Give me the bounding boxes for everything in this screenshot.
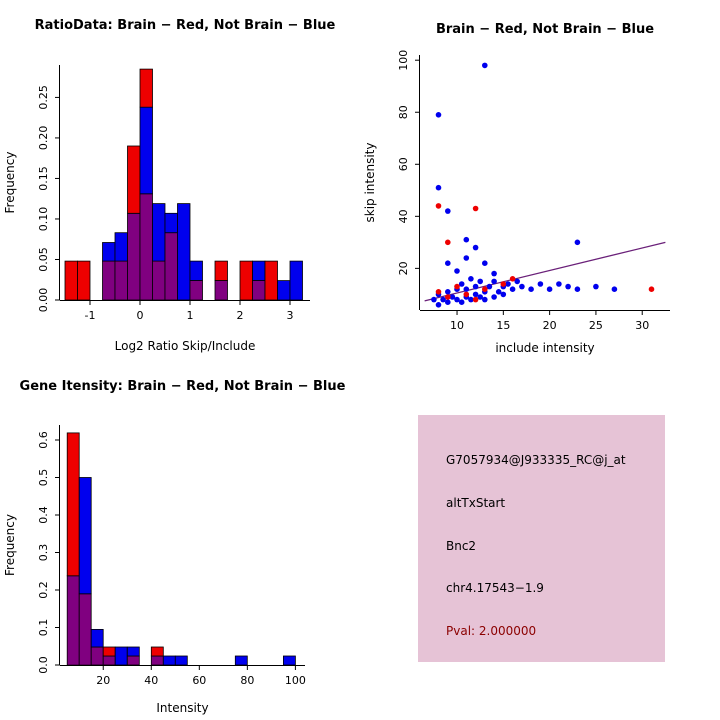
svg-text:0.20: 0.20 <box>37 126 50 151</box>
svg-text:25: 25 <box>589 319 603 332</box>
panel-intensity-scatter: 10 15 20 25 30 20 40 60 80 100 Brain − Red, Not Br… <box>360 0 720 360</box>
svg-text:60: 60 <box>397 157 410 171</box>
svg-text:0.10: 0.10 <box>37 207 50 232</box>
svg-text:20: 20 <box>397 261 410 275</box>
intensity-scatter-chart: 10 15 20 25 30 20 40 60 80 100 Brain − Red, Not Br… <box>363 22 670 355</box>
scatter-xlabel: include intensity <box>495 341 594 355</box>
svg-text:1: 1 <box>187 309 194 322</box>
scatter-axes: 10 15 20 25 30 20 40 60 80 100 <box>397 50 670 332</box>
info-line-event-type: altTxStart <box>446 495 506 510</box>
svg-text:40: 40 <box>397 209 410 223</box>
svg-text:0.05: 0.05 <box>37 247 50 272</box>
svg-text:100: 100 <box>397 50 410 71</box>
gene-intensity-histogram-chart: 20 40 60 80 100 0.0 0.1 0.2 0.3 0.4 0.5 0.6 Gene Ite… <box>3 379 346 715</box>
gene_hist-ylabel: Frequency <box>3 514 17 576</box>
regression-line <box>424 241 666 302</box>
ratio_hist-bars <box>64 68 303 301</box>
gene_hist-axes: 20 40 60 80 100 0.0 0.1 0.2 0.3 0.4 0.5 0.6 <box>37 425 306 687</box>
svg-text:-1: -1 <box>85 309 96 322</box>
scatter-title: Brain − Red, Not Brain − Blue <box>436 22 654 37</box>
svg-text:80: 80 <box>240 674 254 687</box>
svg-text:20: 20 <box>96 674 110 687</box>
svg-text:3: 3 <box>287 309 294 322</box>
svg-text:0.15: 0.15 <box>37 166 50 191</box>
svg-text:30: 30 <box>635 319 649 332</box>
svg-text:0.0: 0.0 <box>37 656 50 674</box>
svg-text:100: 100 <box>285 674 306 687</box>
gene_hist-bars <box>66 432 296 666</box>
info-line-gene-name: Bnc2 <box>446 538 477 553</box>
svg-text:0.3: 0.3 <box>37 544 50 562</box>
svg-text:0.2: 0.2 <box>37 581 50 599</box>
panel-gene-info: G7057934@J933335_RC@j_at altTxStart Bnc2… <box>360 360 720 720</box>
info-line-probe-id: G7057934@J933335_RC@j_at <box>446 453 626 467</box>
svg-text:10: 10 <box>450 319 464 332</box>
svg-text:0: 0 <box>137 309 144 322</box>
ratio-histogram-chart: -1 0 1 2 3 0.00 0.05 0.10 0.15 0.20 0.25 RatioData:… <box>3 18 336 353</box>
ratio_hist-axes: -1 0 1 2 3 0.00 0.05 0.10 0.15 0.20 0.25 <box>37 65 310 322</box>
info-line-pval: Pval: 2.000000 <box>446 624 537 638</box>
svg-text:0.6: 0.6 <box>37 431 50 449</box>
svg-text:0.5: 0.5 <box>37 469 50 487</box>
ratio_hist-xlabel: Log2 Ratio Skip/Include <box>115 339 256 353</box>
svg-text:15: 15 <box>496 319 510 332</box>
gene_hist-title: Gene Itensity: Brain − Red, Not Brain − … <box>20 379 346 394</box>
panel-gene-intensity-histogram: 20 40 60 80 100 0.0 0.1 0.2 0.3 0.4 0.5 0.6 Gene Ite… <box>0 360 360 720</box>
panel-ratio-histogram: -1 0 1 2 3 0.00 0.05 0.10 0.15 0.20 0.25 RatioData:… <box>0 0 360 360</box>
ratio_hist-title: RatioData: Brain − Red, Not Brain − Blue <box>35 18 336 33</box>
ratio_hist-ylabel: Frequency <box>3 152 17 214</box>
svg-text:60: 60 <box>192 674 206 687</box>
scatter-points <box>431 62 655 308</box>
scatter-ylabel: skip intensity <box>363 143 377 223</box>
gene_hist-xlabel: Intensity <box>156 701 208 715</box>
svg-text:2: 2 <box>237 309 244 322</box>
info-line-locus: chr4.17543−1.9 <box>446 581 544 596</box>
svg-text:0.4: 0.4 <box>37 506 50 524</box>
info-box: G7057934@J933335_RC@j_at altTxStart Bnc2… <box>418 415 665 662</box>
svg-text:0.00: 0.00 <box>37 288 50 313</box>
svg-text:0.1: 0.1 <box>37 619 50 637</box>
svg-text:20: 20 <box>543 319 557 332</box>
svg-text:40: 40 <box>144 674 158 687</box>
svg-text:0.25: 0.25 <box>37 85 50 110</box>
svg-text:80: 80 <box>397 105 410 119</box>
